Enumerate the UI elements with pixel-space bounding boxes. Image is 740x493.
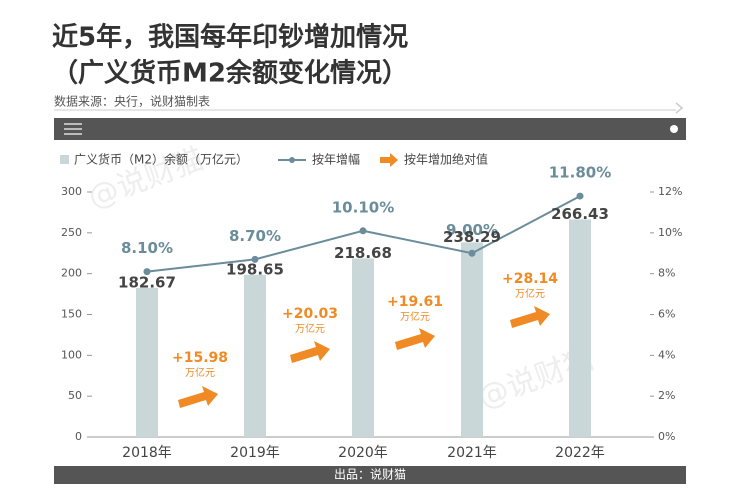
bar-value-label: 182.67 [118, 273, 176, 291]
y2-tick-label: 2% [658, 389, 675, 402]
legend-swatch [380, 153, 398, 167]
y2-tick-label: 0% [658, 430, 675, 443]
legend-swatch [60, 155, 69, 164]
footer: 出品：说财猫 [334, 467, 406, 482]
x-tick-label: 2019年 [230, 445, 280, 461]
bar [136, 287, 158, 437]
increment-label: +20.03 [282, 306, 338, 322]
legend-label: 广义货币（M2）余额（万亿元） [74, 152, 248, 167]
line-value-label: 11.80% [549, 164, 611, 182]
line-point [251, 255, 259, 263]
y2-tick-label: 12% [658, 185, 682, 198]
line-point [468, 249, 476, 257]
y-tick-label: 150 [61, 308, 82, 321]
bar [461, 242, 483, 437]
y-tick-label: 250 [61, 226, 82, 239]
y-tick-label: 200 [61, 267, 82, 280]
bar-value-label: 218.68 [334, 244, 392, 262]
increment-unit: 万亿元 [295, 322, 325, 335]
increment-arrow [395, 328, 435, 350]
menu-icon [64, 123, 82, 135]
footer-bar [54, 466, 686, 484]
y-tick-label: 50 [68, 389, 82, 402]
x-tick-label: 2022年 [555, 445, 605, 461]
bar-value-label: 198.65 [226, 260, 284, 278]
x-tick-label: 2020年 [338, 445, 388, 461]
increment-arrow [178, 386, 218, 408]
line-point [143, 268, 151, 276]
legend-swatch [289, 157, 295, 163]
line-point [576, 192, 584, 200]
increment-unit: 万亿元 [185, 366, 215, 379]
line-value-label: 10.10% [332, 198, 394, 216]
increment-unit: 万亿元 [400, 310, 430, 323]
chart-title: 近5年，我国每年印钞增加情况 [52, 22, 408, 53]
line-value-label: 8.10% [121, 239, 173, 257]
legend-label: 按年增幅 [312, 152, 360, 167]
y2-tick-label: 6% [658, 308, 675, 321]
legend-label: 按年增加绝对值 [404, 152, 488, 167]
y-tick-label: 0 [75, 430, 82, 443]
y-tick-label: 300 [61, 185, 82, 198]
bar [244, 274, 266, 437]
line-point [359, 227, 367, 235]
y-tick-label: 100 [61, 348, 82, 361]
y2-tick-label: 4% [658, 348, 675, 361]
dot-icon [670, 125, 678, 133]
line-value-label: 8.70% [229, 227, 281, 245]
bar-value-label: 266.43 [551, 205, 609, 223]
x-tick-label: 2021年 [447, 445, 497, 461]
increment-arrow [510, 306, 550, 328]
increment-label: +28.14 [502, 271, 558, 287]
source: 数据来源：央行，说财猫制表 [54, 94, 210, 109]
bar [569, 219, 591, 437]
line-value-label: 9.00% [446, 221, 498, 239]
header-bar [54, 118, 686, 140]
increment-label: +19.61 [387, 294, 443, 310]
increment-arrow [290, 341, 330, 363]
y2-tick-label: 8% [658, 267, 675, 280]
bar [352, 258, 374, 437]
chart-subtitle: （广义货币M2余额变化情况） [52, 58, 408, 89]
increment-label: +15.98 [172, 350, 228, 366]
arrow-icon [675, 102, 684, 114]
increment-unit: 万亿元 [515, 287, 545, 300]
x-tick-label: 2018年 [122, 445, 172, 461]
bar-value-label: 238.29 [443, 228, 501, 246]
y2-tick-label: 10% [658, 226, 682, 239]
